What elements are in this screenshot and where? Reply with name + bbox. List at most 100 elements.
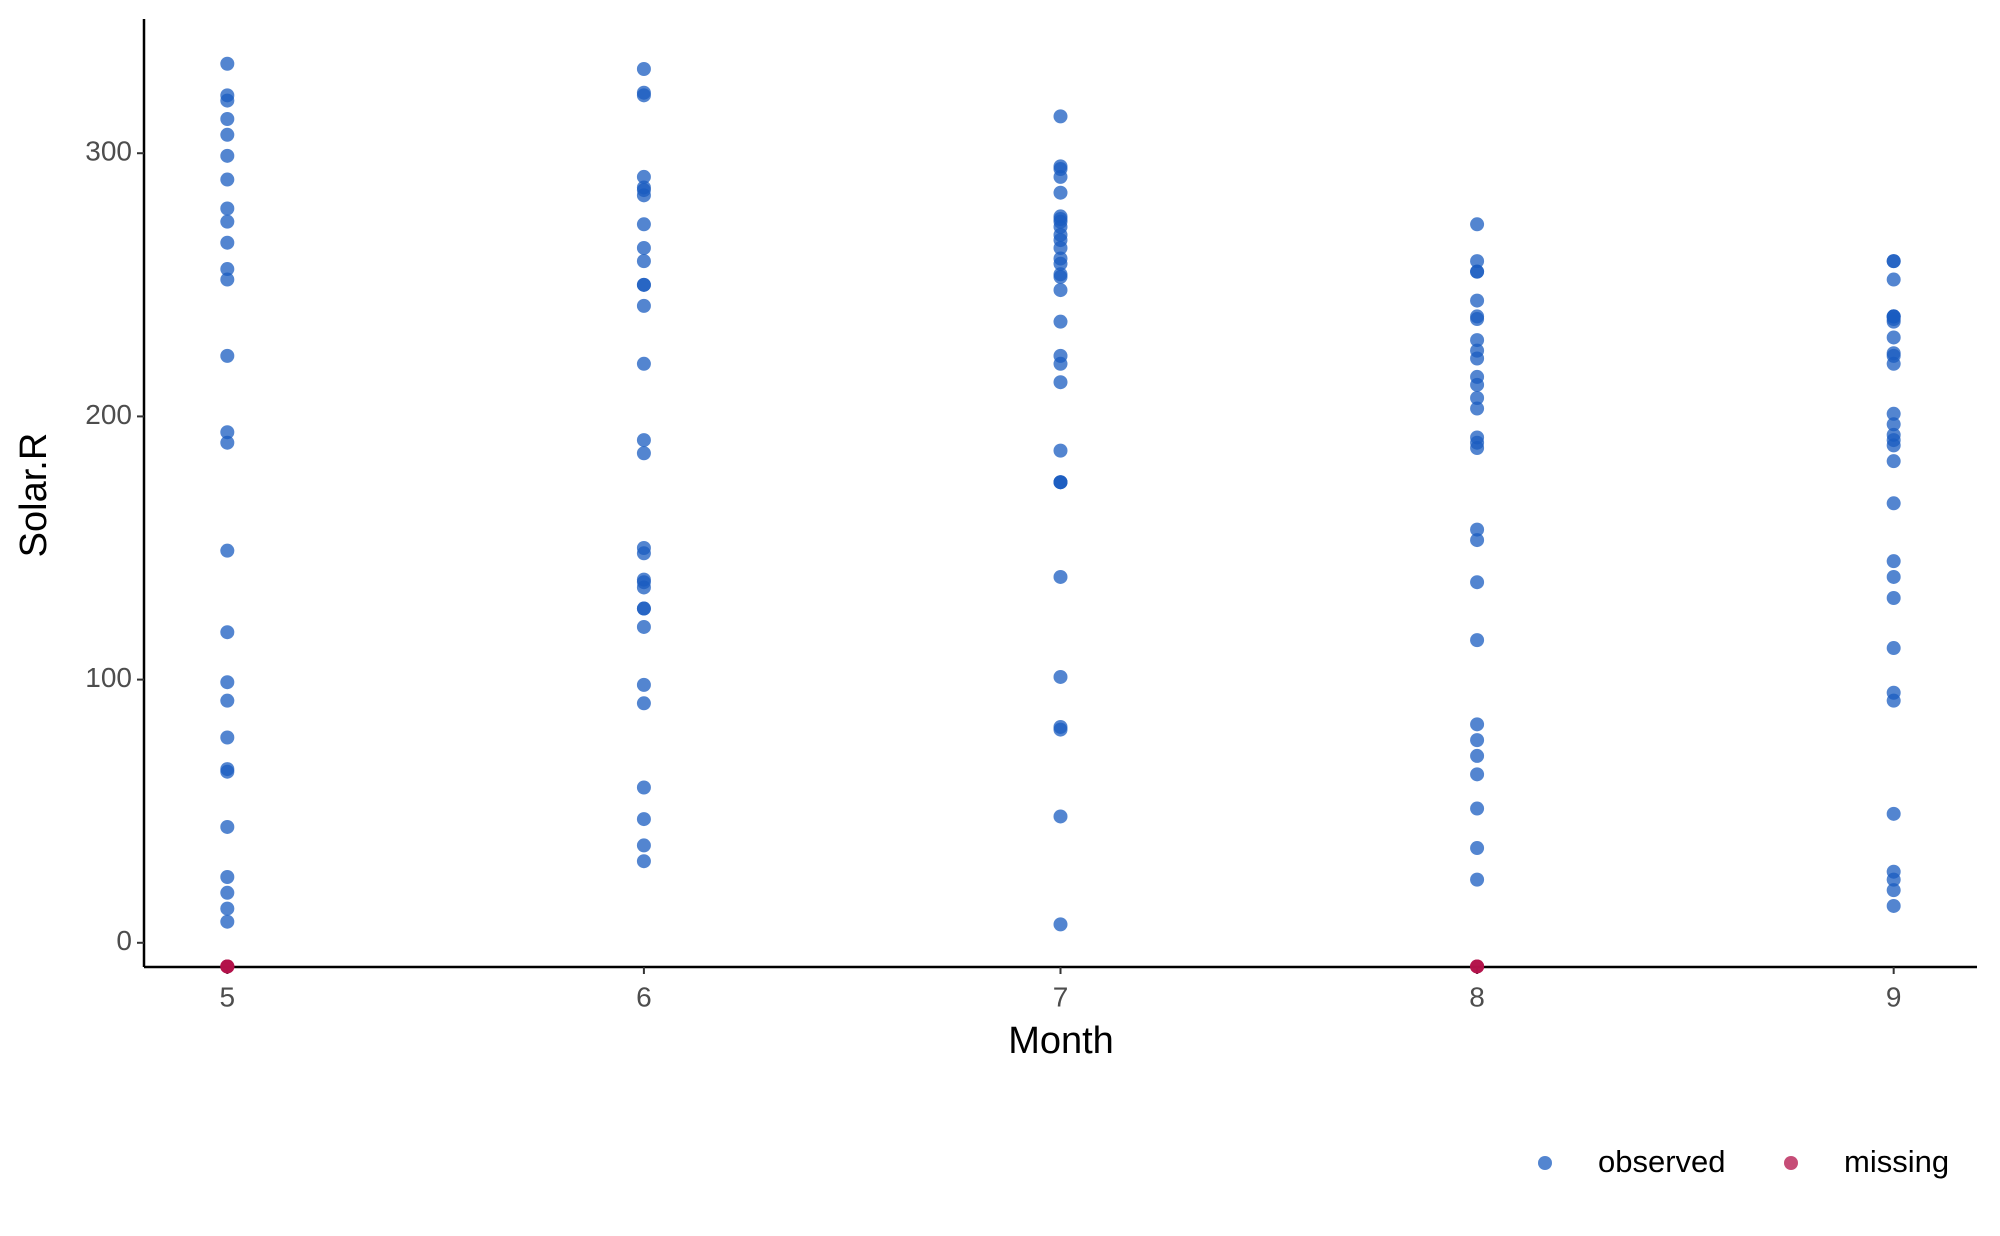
point xyxy=(1886,272,1901,287)
point xyxy=(636,62,651,77)
x-tick-label: 6 xyxy=(636,981,652,1012)
point xyxy=(220,201,235,216)
point xyxy=(636,356,651,371)
legend-label: missing xyxy=(1844,1144,1949,1179)
point xyxy=(1886,433,1901,448)
point xyxy=(220,235,235,250)
point xyxy=(220,435,235,450)
point xyxy=(1470,293,1485,308)
x-axis-title: Month xyxy=(1008,1020,1114,1062)
point xyxy=(1470,533,1485,548)
point xyxy=(1886,417,1901,432)
point xyxy=(636,854,651,869)
point xyxy=(1053,719,1068,734)
point xyxy=(1470,872,1485,887)
point xyxy=(1053,443,1068,458)
point xyxy=(1053,185,1068,200)
point xyxy=(220,675,235,690)
point xyxy=(1470,717,1485,732)
point xyxy=(1470,522,1485,537)
point xyxy=(1886,883,1901,898)
point xyxy=(220,819,235,834)
point xyxy=(636,217,651,232)
point xyxy=(1470,841,1485,856)
point xyxy=(1053,283,1068,298)
point xyxy=(636,298,651,313)
point xyxy=(1470,959,1485,974)
point xyxy=(220,762,235,777)
point xyxy=(1053,212,1068,227)
point xyxy=(220,425,235,440)
point xyxy=(1053,267,1068,282)
point xyxy=(1053,569,1068,584)
point xyxy=(1886,569,1901,584)
point xyxy=(1053,809,1068,824)
point xyxy=(1053,917,1068,932)
legend-marker xyxy=(1784,1156,1798,1170)
point xyxy=(1470,733,1485,748)
point xyxy=(220,869,235,884)
point xyxy=(636,812,651,827)
point xyxy=(220,127,235,142)
point xyxy=(220,172,235,187)
point xyxy=(1470,264,1485,279)
x-tick-label: 8 xyxy=(1469,981,1485,1012)
point xyxy=(636,601,651,616)
point xyxy=(1470,401,1485,416)
point xyxy=(1053,256,1068,271)
point xyxy=(1886,254,1901,269)
x-tick-label: 7 xyxy=(1053,981,1069,1012)
point xyxy=(1053,348,1068,363)
point xyxy=(1886,864,1901,879)
point xyxy=(636,188,651,203)
point xyxy=(220,730,235,745)
point xyxy=(1470,217,1485,232)
point xyxy=(1053,475,1068,490)
point xyxy=(220,348,235,363)
point xyxy=(1886,330,1901,345)
point xyxy=(220,625,235,640)
point xyxy=(1886,806,1901,821)
point xyxy=(1470,801,1485,816)
y-tick-label: 0 xyxy=(116,925,132,956)
x-tick-label: 9 xyxy=(1886,981,1902,1012)
point xyxy=(1053,109,1068,124)
point xyxy=(1886,309,1901,324)
point xyxy=(1886,898,1901,913)
point xyxy=(1886,406,1901,421)
x-tick-label: 5 xyxy=(220,981,236,1012)
y-axis-title: Solar.R xyxy=(13,433,55,558)
point xyxy=(636,446,651,461)
point xyxy=(636,677,651,692)
point xyxy=(1470,333,1485,348)
point xyxy=(1470,254,1485,269)
point xyxy=(220,959,235,974)
point xyxy=(220,93,235,108)
point xyxy=(1470,575,1485,590)
point xyxy=(1470,767,1485,782)
point xyxy=(1886,454,1901,469)
point xyxy=(636,240,651,255)
point xyxy=(1053,669,1068,684)
point xyxy=(1053,375,1068,390)
point xyxy=(636,277,651,292)
point xyxy=(1470,390,1485,405)
point xyxy=(220,901,235,916)
y-tick-label: 300 xyxy=(85,136,132,167)
point xyxy=(636,541,651,556)
point xyxy=(1886,554,1901,569)
point xyxy=(636,838,651,853)
point xyxy=(636,619,651,634)
point xyxy=(636,433,651,448)
y-tick-label: 100 xyxy=(85,662,132,693)
y-tick-label: 200 xyxy=(85,399,132,430)
point xyxy=(220,693,235,708)
point xyxy=(220,914,235,929)
point xyxy=(1886,496,1901,511)
point xyxy=(220,272,235,287)
point xyxy=(1470,748,1485,763)
point xyxy=(1470,369,1485,384)
point xyxy=(220,262,235,277)
point xyxy=(1053,314,1068,329)
